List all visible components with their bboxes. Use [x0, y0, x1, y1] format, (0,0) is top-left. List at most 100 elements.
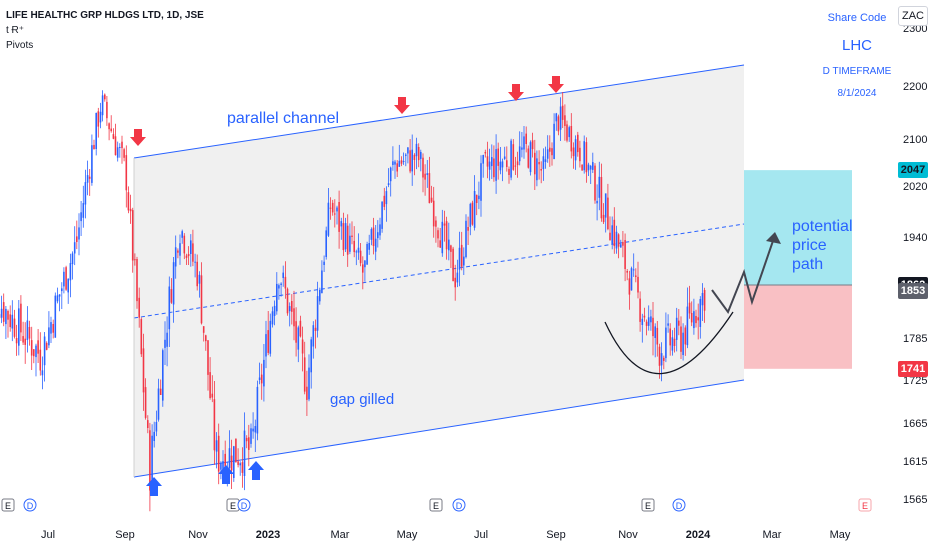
candle-body	[444, 224, 446, 226]
candle-body	[353, 241, 355, 252]
candle-body	[536, 158, 538, 180]
candle-body	[506, 160, 508, 167]
candle-body	[46, 343, 48, 350]
dividend-marker: D	[676, 501, 683, 511]
x-tick-label: 2024	[686, 529, 711, 541]
bottom-marker-arrow	[248, 461, 264, 480]
candle-body	[37, 340, 39, 353]
candle-body	[411, 150, 413, 172]
candle-body	[674, 339, 676, 346]
earnings-marker: E	[230, 501, 236, 511]
candle-body	[158, 389, 160, 420]
candle-body	[136, 259, 138, 301]
candle-body	[306, 387, 308, 400]
candle-body	[186, 256, 188, 258]
candle-body	[650, 316, 652, 322]
candle-body	[205, 335, 207, 341]
candle-body	[29, 327, 31, 339]
candle-body	[422, 158, 424, 178]
candle-body	[646, 322, 648, 326]
candle-body	[343, 223, 345, 250]
candle-body	[48, 327, 50, 345]
candle-body	[169, 287, 171, 330]
candle-body	[551, 148, 553, 155]
candle-body	[42, 370, 44, 375]
candle-body	[304, 357, 306, 391]
x-tick-label: Mar	[763, 529, 782, 541]
candle-body	[85, 182, 87, 204]
candle-body	[540, 169, 542, 171]
candle-body	[504, 157, 506, 159]
candle-body	[289, 306, 291, 311]
candle-body	[194, 262, 196, 263]
candle-body	[239, 463, 241, 465]
candle-body	[35, 346, 37, 358]
candle-body	[113, 134, 115, 139]
candle-body	[525, 134, 527, 144]
candle-body	[637, 277, 639, 293]
candle-body	[231, 456, 233, 471]
candle-body	[377, 232, 379, 238]
candle-body	[278, 285, 280, 288]
candle-body	[328, 203, 330, 236]
candle-body	[431, 198, 433, 202]
candle-body	[115, 136, 117, 155]
candle-body	[409, 150, 411, 171]
candle-body	[659, 347, 661, 366]
candle-body	[566, 124, 568, 140]
candle-body	[349, 236, 351, 252]
annotation-potential: potential	[792, 218, 853, 235]
candle-body	[596, 201, 598, 203]
candle-body	[108, 123, 110, 129]
top-marker-arrow	[130, 129, 146, 146]
candle-body	[166, 333, 168, 347]
indicator-label[interactable]: Pivots	[6, 40, 33, 51]
candle-body	[315, 328, 317, 331]
candle-body	[360, 251, 362, 264]
candle-body	[513, 144, 515, 170]
candle-body	[24, 339, 26, 345]
candle-body	[321, 271, 323, 294]
candle-body	[375, 239, 377, 252]
currency-button[interactable]: ZAC	[898, 6, 928, 26]
candle-body	[586, 142, 588, 172]
candle-body	[134, 259, 136, 260]
candle-body	[70, 263, 72, 280]
candle-body	[310, 339, 312, 372]
candle-body	[293, 308, 295, 326]
candle-body	[110, 129, 112, 132]
candle-body	[579, 148, 581, 161]
annotation-path: path	[792, 256, 823, 273]
candle-body	[106, 102, 108, 118]
candle-body	[63, 272, 65, 287]
candle-body	[3, 302, 5, 322]
candle-body	[534, 153, 536, 175]
candle-body	[508, 169, 510, 175]
candle-body	[680, 327, 682, 352]
candle-body	[474, 191, 476, 228]
candle-body	[199, 275, 201, 284]
candle-body	[132, 210, 134, 260]
candle-body	[362, 264, 364, 272]
candle-body	[642, 319, 644, 325]
candle-body	[338, 202, 340, 232]
candle-body	[255, 426, 257, 432]
candle-body	[695, 316, 697, 323]
candle-body	[300, 321, 302, 337]
candle-body	[510, 141, 512, 178]
candle-body	[450, 245, 452, 252]
y-tick-label: 1565	[903, 494, 927, 506]
candle-body	[639, 299, 641, 322]
candle-body	[588, 165, 590, 171]
candle-body	[319, 290, 321, 301]
candle-body	[523, 136, 525, 149]
earnings-marker: E	[862, 501, 868, 511]
candle-body	[461, 245, 463, 267]
candle-body	[368, 243, 370, 250]
candle-body	[263, 360, 265, 387]
candle-body	[682, 333, 684, 355]
date-label: 8/1/2024	[812, 88, 902, 99]
candle-body	[207, 340, 209, 375]
